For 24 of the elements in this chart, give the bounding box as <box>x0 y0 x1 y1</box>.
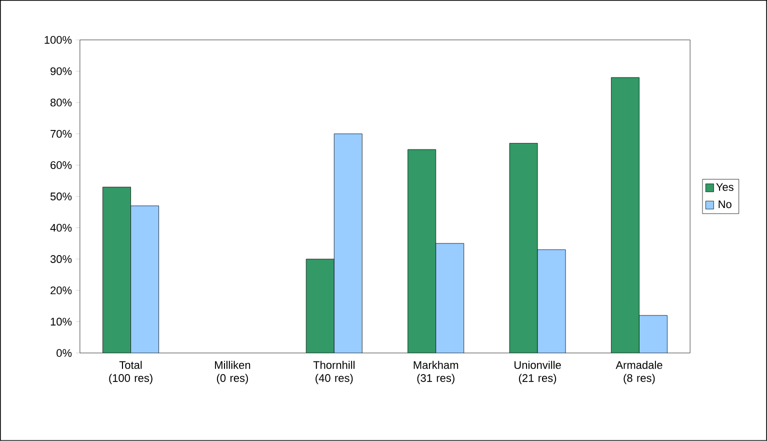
legend-label: Yes <box>716 183 734 191</box>
y-tick-label: 30% <box>50 255 72 264</box>
x-tick-label: Unionville (21 res) <box>514 360 561 384</box>
y-tick-label: 100% <box>44 36 72 44</box>
y-tick-label: 80% <box>50 98 72 106</box>
x-tick-label: Armadale (8 res) <box>616 360 662 384</box>
bar <box>102 186 131 354</box>
x-tick-label: Markham (31 res) <box>414 360 458 384</box>
y-tick-label: 40% <box>50 224 72 232</box>
bar <box>509 143 538 354</box>
bar <box>408 149 436 354</box>
legend-label: No <box>718 200 732 208</box>
y-tick-label: 50% <box>50 192 72 200</box>
x-tick-label: Thornhill (40 res) <box>313 360 355 384</box>
bar <box>611 77 640 354</box>
x-tick-label: Milliken (0 res) <box>215 360 250 384</box>
y-tick-label: 60% <box>50 161 72 170</box>
x-tick-label: Total (100 res) <box>109 360 152 384</box>
y-tick-label: 90% <box>50 67 72 76</box>
y-tick-label: 70% <box>50 130 72 138</box>
y-tick-label: 20% <box>50 286 72 294</box>
y-tick-label: 10% <box>50 318 72 326</box>
bar <box>306 258 334 354</box>
y-tick-label: 0% <box>56 349 72 357</box>
